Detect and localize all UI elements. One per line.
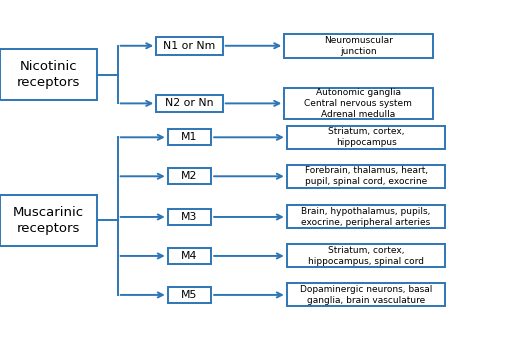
FancyBboxPatch shape bbox=[168, 248, 211, 264]
Text: M4: M4 bbox=[181, 251, 198, 261]
FancyBboxPatch shape bbox=[0, 195, 97, 246]
FancyBboxPatch shape bbox=[168, 209, 211, 225]
Text: N1 or Nm: N1 or Nm bbox=[163, 41, 216, 51]
Text: Muscarinic
receptors: Muscarinic receptors bbox=[13, 206, 84, 235]
FancyBboxPatch shape bbox=[0, 49, 97, 100]
FancyBboxPatch shape bbox=[287, 283, 445, 306]
Text: Brain, hypothalamus, pupils,
exocrine, peripheral arteries: Brain, hypothalamus, pupils, exocrine, p… bbox=[302, 207, 431, 227]
FancyBboxPatch shape bbox=[156, 37, 223, 55]
Text: N2 or Nn: N2 or Nn bbox=[165, 98, 214, 108]
Text: Forebrain, thalamus, heart,
pupil, spinal cord, exocrine: Forebrain, thalamus, heart, pupil, spina… bbox=[305, 166, 428, 186]
Text: M3: M3 bbox=[181, 212, 198, 222]
Text: Neuromuscular
junction: Neuromuscular junction bbox=[324, 36, 393, 56]
FancyBboxPatch shape bbox=[287, 165, 445, 188]
FancyBboxPatch shape bbox=[156, 95, 223, 112]
FancyBboxPatch shape bbox=[287, 244, 445, 267]
Text: Striatum, cortex,
hippocampus, spinal cord: Striatum, cortex, hippocampus, spinal co… bbox=[308, 246, 424, 266]
FancyBboxPatch shape bbox=[168, 129, 211, 145]
FancyBboxPatch shape bbox=[168, 287, 211, 303]
Text: Striatum, cortex,
hippocampus: Striatum, cortex, hippocampus bbox=[328, 127, 404, 147]
Text: Autonomic ganglia
Central nervous system
Adrenal medulla: Autonomic ganglia Central nervous system… bbox=[305, 88, 412, 119]
FancyBboxPatch shape bbox=[284, 34, 433, 58]
Text: Nicotinic
receptors: Nicotinic receptors bbox=[17, 60, 80, 89]
Text: M2: M2 bbox=[181, 171, 198, 181]
Text: M5: M5 bbox=[181, 290, 198, 300]
Text: Dopaminergic neurons, basal
ganglia, brain vasculature: Dopaminergic neurons, basal ganglia, bra… bbox=[300, 285, 432, 305]
FancyBboxPatch shape bbox=[284, 88, 433, 119]
FancyBboxPatch shape bbox=[287, 205, 445, 228]
FancyBboxPatch shape bbox=[287, 126, 445, 149]
FancyBboxPatch shape bbox=[168, 168, 211, 184]
Text: M1: M1 bbox=[181, 132, 198, 142]
